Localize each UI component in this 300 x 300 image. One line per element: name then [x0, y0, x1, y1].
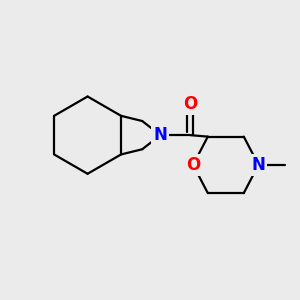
- Text: O: O: [183, 95, 197, 113]
- Text: N: N: [154, 126, 167, 144]
- Text: O: O: [186, 156, 200, 174]
- Text: N: N: [251, 156, 266, 174]
